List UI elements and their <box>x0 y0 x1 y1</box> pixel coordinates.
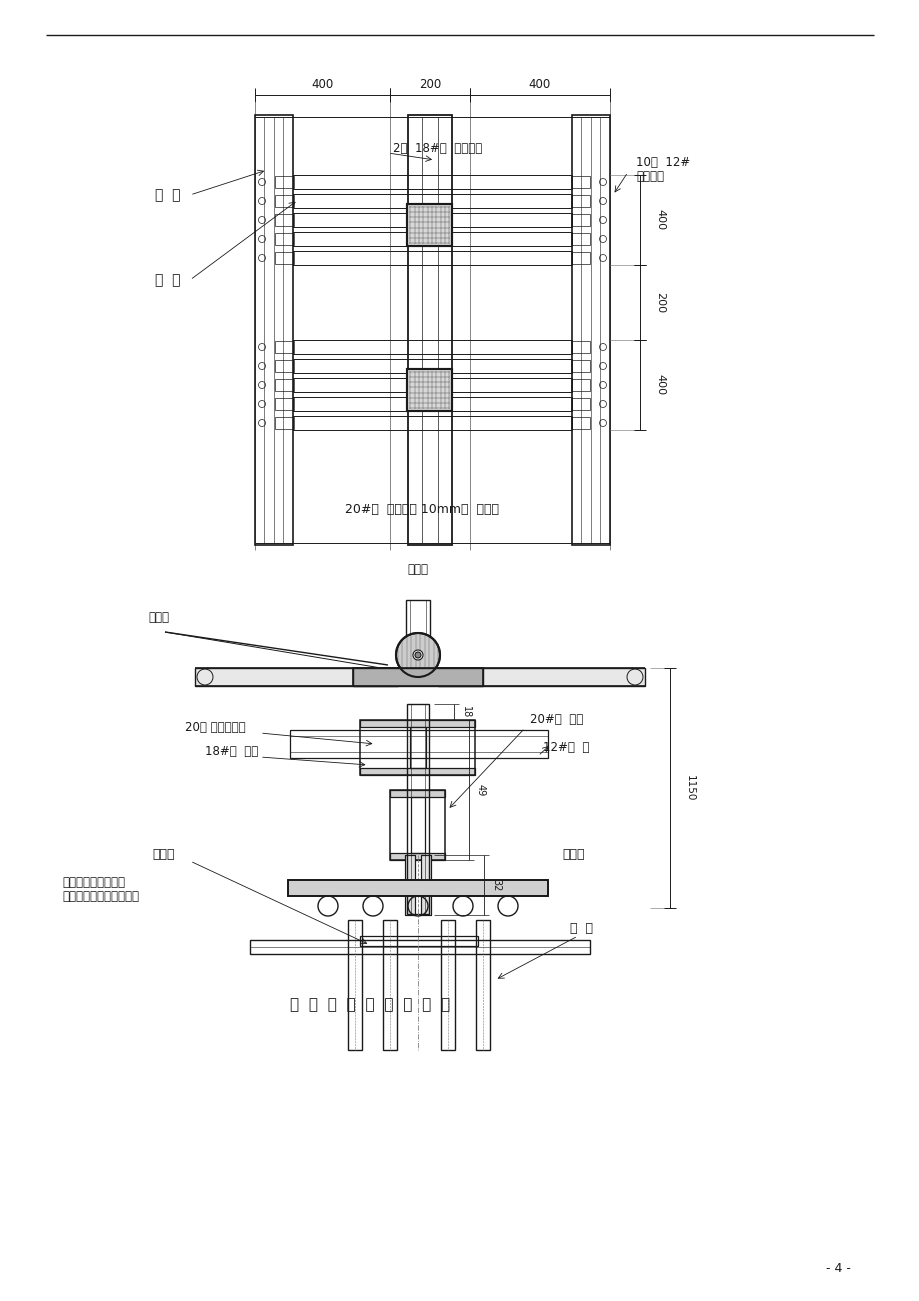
Text: 横  杆: 横 杆 <box>155 273 180 288</box>
Bar <box>292 379 572 392</box>
Text: 桁形架: 桁形架 <box>407 563 428 576</box>
Bar <box>195 667 398 686</box>
Bar <box>571 195 589 207</box>
Text: 连系杆: 连系杆 <box>148 611 169 624</box>
Bar <box>360 768 475 775</box>
Bar <box>571 252 589 264</box>
Text: 立  杆: 立 杆 <box>155 189 180 202</box>
Bar <box>571 176 589 189</box>
Bar <box>288 879 548 896</box>
Bar <box>390 853 445 860</box>
Bar <box>405 600 429 645</box>
Bar <box>359 935 478 946</box>
Bar <box>292 194 572 208</box>
Bar <box>407 114 451 545</box>
Bar <box>347 920 361 1050</box>
Bar <box>410 727 425 768</box>
Text: - 4 -: - 4 - <box>824 1262 849 1275</box>
Bar <box>360 719 475 727</box>
Text: 200: 200 <box>654 291 664 314</box>
Bar <box>407 369 452 411</box>
Bar <box>275 360 294 372</box>
Text: 12#槽  钢: 12#槽 钢 <box>542 742 589 755</box>
Bar <box>275 195 294 207</box>
Bar <box>404 855 414 915</box>
Text: 下部再增加一个扣件顶牢: 下部再增加一个扣件顶牢 <box>62 890 139 903</box>
Bar <box>411 798 425 853</box>
Bar <box>571 213 589 226</box>
Bar <box>390 790 445 798</box>
Text: 小横杆: 小横杆 <box>152 848 175 861</box>
Text: 固  定  支  点  结  构  形  式  图: 固 定 支 点 结 构 形 式 图 <box>289 998 449 1012</box>
Text: 49: 49 <box>475 785 485 796</box>
Text: 20#工  字钢: 20#工 字钢 <box>529 713 583 726</box>
Text: 200: 200 <box>418 78 440 91</box>
Text: 400: 400 <box>654 209 664 230</box>
Bar <box>437 667 644 686</box>
Bar <box>275 341 294 353</box>
Bar <box>292 232 572 246</box>
Text: 大横杆: 大横杆 <box>562 848 584 861</box>
Bar <box>571 341 589 353</box>
Bar <box>440 920 455 1050</box>
Bar <box>407 204 452 246</box>
Bar <box>275 176 294 189</box>
Bar <box>292 416 572 431</box>
Bar <box>250 941 589 954</box>
Bar <box>390 790 445 860</box>
Bar <box>353 667 482 686</box>
Bar <box>571 379 589 392</box>
Bar <box>275 213 294 226</box>
Text: 2根  18#工  字钢拼接: 2根 18#工 字钢拼接 <box>392 142 482 155</box>
Bar <box>292 213 572 226</box>
Bar <box>292 397 572 411</box>
Bar <box>275 233 294 245</box>
Bar <box>275 252 294 264</box>
Bar <box>289 730 548 758</box>
Bar <box>571 360 589 372</box>
Circle shape <box>413 650 423 660</box>
Text: 1150: 1150 <box>685 775 694 801</box>
Bar <box>421 855 430 915</box>
Bar <box>360 719 475 775</box>
Bar <box>275 398 294 410</box>
Text: 400: 400 <box>654 375 664 396</box>
Bar <box>275 418 294 429</box>
Bar <box>353 667 482 686</box>
Bar <box>407 369 452 411</box>
Bar <box>275 379 294 392</box>
Bar <box>292 359 572 373</box>
Text: 400: 400 <box>311 78 334 91</box>
Bar <box>572 114 609 545</box>
Circle shape <box>395 634 439 677</box>
Bar <box>475 920 490 1050</box>
Text: 槽钢均布: 槽钢均布 <box>635 169 664 182</box>
Text: 32: 32 <box>491 878 501 891</box>
Text: 立  杆: 立 杆 <box>570 921 593 934</box>
Text: 20厚 钢板支撑块: 20厚 钢板支撑块 <box>185 722 245 735</box>
Bar <box>404 855 414 915</box>
Text: 20#工  字钢（下 10mm厚  底板）: 20#工 字钢（下 10mm厚 底板） <box>345 503 498 516</box>
Bar <box>288 879 548 896</box>
Bar <box>255 114 292 545</box>
Bar <box>292 251 572 265</box>
Bar <box>406 704 428 915</box>
Bar <box>292 340 572 354</box>
Text: 18#工  字钢: 18#工 字钢 <box>205 745 258 758</box>
Circle shape <box>414 652 421 658</box>
Bar <box>571 418 589 429</box>
Text: 18: 18 <box>460 706 471 718</box>
Bar <box>407 204 452 246</box>
Bar <box>292 176 572 189</box>
Text: 在上部双扣件基础上: 在上部双扣件基础上 <box>62 876 125 889</box>
Text: 10根  12#: 10根 12# <box>635 156 689 169</box>
Bar <box>571 233 589 245</box>
Bar <box>382 920 397 1050</box>
Bar <box>571 398 589 410</box>
Text: 400: 400 <box>528 78 550 91</box>
Bar <box>421 855 430 915</box>
